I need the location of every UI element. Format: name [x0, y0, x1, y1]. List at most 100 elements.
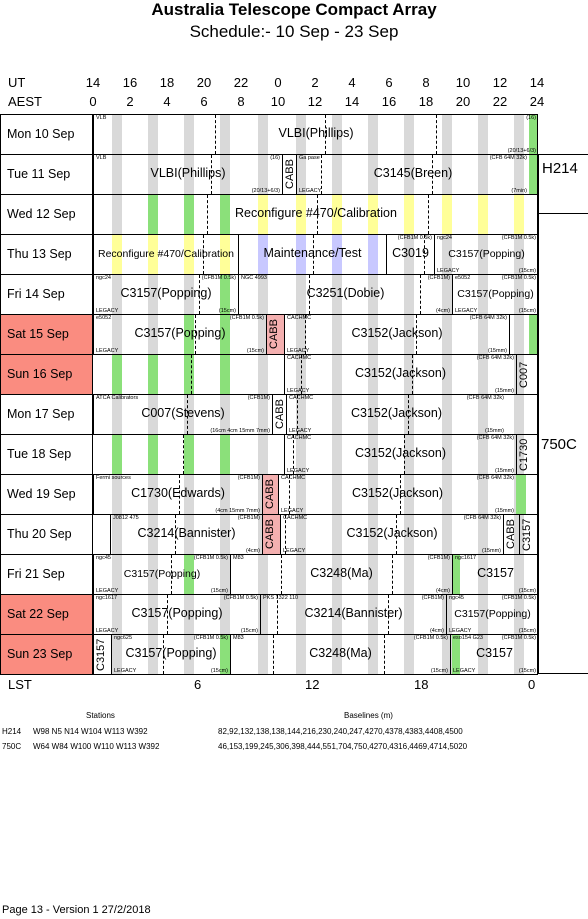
lst-stripe [478, 475, 488, 514]
schedule-block: Maintenance/Test [238, 235, 386, 274]
lst-stripe [296, 315, 306, 354]
project-label: C3157 [476, 646, 513, 660]
day-row: C3157 C3157(Popping) ngc625 (CFB1M 0.5k) LEG… [0, 634, 538, 675]
schedule-block: CABB [262, 475, 278, 514]
block-note: (15cm) [518, 268, 536, 274]
schedule-block: C3152(Jackson) CACHMC (CFB 64M 32k) LEGACY (… [284, 435, 516, 474]
lst-stripe [514, 435, 524, 474]
block-note: (CFB 64M 32k) [489, 155, 527, 161]
lst-stripe [368, 435, 378, 474]
project-label: C1730(Edwards) [131, 486, 225, 500]
lst-stripe [332, 515, 342, 554]
lst-stripe [514, 195, 524, 234]
block-note: (16) [270, 155, 280, 161]
block-note: (CFB 64M 32k) [476, 475, 514, 481]
lst-stripe [478, 315, 488, 354]
lst-stripe [112, 635, 122, 674]
project-label: C3157(Popping) [454, 608, 531, 620]
aest-tick: 4 [163, 94, 171, 109]
project-label: C3152(Jackson) [351, 486, 443, 500]
schedule-grid: VLBI(Phillips) VLB (16) (20/13+6/3) Mon 10 S… [0, 114, 588, 675]
lst-stripe [184, 115, 194, 154]
lst-dash-line [432, 155, 433, 194]
block-note: (15cm) [518, 668, 536, 674]
block-note: (CFB1M) [421, 595, 444, 601]
lst-stripe [368, 395, 378, 434]
lst-dash-line [404, 435, 405, 474]
block-note: (CFB 64M 32k) [463, 515, 501, 521]
ut-tick: 10 [455, 75, 471, 90]
schedule-block: C3157(Popping) e5052 (CFB1M 0.5k) LEGACY (15… [93, 315, 266, 354]
day-label: Sat 15 Sep [0, 315, 93, 354]
lst-stripe [404, 595, 414, 634]
lst-stripe [368, 275, 378, 314]
lst-stripe [404, 315, 414, 354]
lst-stripe [258, 315, 268, 354]
aest-tick: 14 [344, 94, 360, 109]
lst-stripe [368, 555, 378, 594]
lst-stripe [112, 515, 122, 554]
block-note: LEGACY [287, 348, 310, 354]
block-note: LEGACY [437, 268, 460, 274]
project-label: C3157(Popping) [125, 646, 217, 660]
lst-stripe [478, 235, 488, 274]
lst-dash-line [424, 235, 425, 274]
config-label-h214: H214 [542, 160, 578, 177]
lst-stripe [442, 395, 452, 434]
block-note: (16cm 4cm 15mm 7mm) [210, 428, 270, 434]
project-label: VLBI(Phillips) [150, 166, 226, 180]
lst-stripe [442, 595, 452, 634]
block-note: LEGACY [283, 548, 306, 554]
aest-hour-ticks: 0 2 4 6 8 10 12 14 16 18 20 22 24 [0, 94, 588, 110]
block-note: (4cm 15mm 7mm) [215, 508, 260, 514]
lst-stripe [332, 275, 342, 314]
block-note: (15mm) [488, 348, 507, 354]
lst-stripe [478, 435, 488, 474]
block-note: CACHMC [289, 395, 314, 401]
project-label: C3157(Popping) [120, 286, 212, 300]
block-note: (15mm) [495, 388, 514, 394]
lst-stripe [296, 635, 306, 674]
lst-stripe [478, 515, 488, 554]
lst-stripe [442, 515, 452, 554]
project-label: Reconfigure #470/Calibration [97, 248, 234, 260]
block-note: NGC 4993 [241, 275, 267, 281]
day-row: C3214(Bannister) J0812 475 (CFB1M) (4cm) CAB… [0, 514, 538, 554]
ut-tick: 0 [274, 75, 282, 90]
lst-stripe [220, 555, 230, 594]
block-note: LEGACY [287, 388, 310, 394]
lst-stripe [184, 275, 194, 314]
lst-dash-line [277, 595, 278, 634]
lst-stripe [514, 235, 524, 274]
lst-stripe [148, 275, 158, 314]
stations-header: Stations [86, 711, 115, 720]
ut-tick: 6 [385, 75, 393, 90]
lst-stripe [368, 635, 378, 674]
schedule-block: Reconfigure #470/Calibration [93, 235, 238, 274]
schedule-block: C3157(Popping) ngc1617 (CFB1M 0.5k) LEGACY (… [93, 595, 260, 634]
lst-stripe [258, 395, 268, 434]
lst-stripe [478, 115, 488, 154]
block-note: PKS 1322 110 [263, 595, 299, 601]
block-note: (CFB 64M 32k) [476, 355, 514, 361]
block-note: LEGACY [114, 668, 137, 674]
block-note: (4cm) [245, 548, 260, 554]
lst-stripe [258, 555, 268, 594]
block-note: LEGACY [96, 628, 119, 634]
schedule-block: C3152(Jackson) CACHMC (CFB 64M 32k) LEGACY (… [286, 395, 506, 434]
aest-tick: 6 [200, 94, 208, 109]
aest-tick: 24 [529, 94, 545, 109]
project-label-vertical: CABB [505, 519, 517, 550]
block-note: LEGACY [281, 508, 304, 514]
lst-stripe [529, 115, 538, 154]
schedule-block: C1730 [516, 435, 538, 474]
aest-tick: 16 [381, 94, 397, 109]
schedule-block: Reconfigure #470/Calibration [93, 195, 538, 234]
project-label: C3214(Bannister) [137, 526, 236, 540]
lst-dash-line [167, 595, 168, 634]
block-note: (CFB1M) [427, 275, 450, 281]
lst-stripe [478, 635, 488, 674]
block-note: ngc45 [449, 595, 464, 601]
lst-stripe [296, 555, 306, 594]
lst-stripe [184, 155, 194, 194]
